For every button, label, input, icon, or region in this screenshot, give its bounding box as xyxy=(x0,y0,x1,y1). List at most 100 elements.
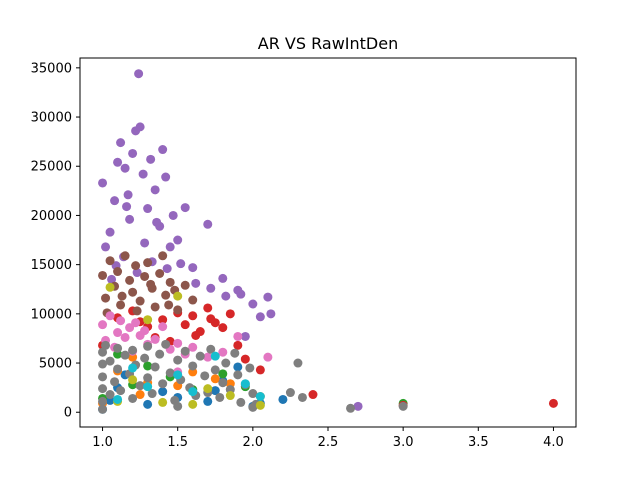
scatter-point-s4-p8 xyxy=(125,214,135,224)
scatter-point-s4-p30 xyxy=(263,292,273,302)
scatter-point-s4-p1 xyxy=(101,242,111,252)
scatter-point-s3-p16 xyxy=(308,390,318,400)
scatter-point-s7-p3 xyxy=(98,372,108,382)
scatter-point-s5-p24 xyxy=(117,291,127,301)
scatter-point-s7-p11 xyxy=(113,343,123,353)
scatter-point-s8-p8 xyxy=(128,375,138,385)
scatter-point-s4-p16 xyxy=(150,185,160,195)
scatter-point-s7-p53 xyxy=(285,388,295,398)
scatter-point-s4-p46 xyxy=(122,202,132,212)
scatter-point-s9-p6 xyxy=(128,363,138,373)
scatter-point-s3-p15 xyxy=(255,365,265,375)
scatter-point-s4-p42 xyxy=(221,291,231,301)
scatter-point-s9-p3 xyxy=(210,351,220,361)
scatter-point-s7-p13 xyxy=(120,350,130,360)
scatter-point-s4-p39 xyxy=(176,259,186,269)
y-tick-label: 25000 xyxy=(31,160,72,175)
scatter-point-s7-p43 xyxy=(221,358,231,368)
scatter-point-s3-p11 xyxy=(218,323,228,333)
scatter-point-s4-p34 xyxy=(107,274,117,284)
scatter-point-s7-p2 xyxy=(98,384,108,394)
scatter-point-s0-p13 xyxy=(158,387,168,397)
scatter-point-s4-p19 xyxy=(161,172,171,182)
y-tick-label: 35000 xyxy=(31,61,72,76)
scatter-point-s7-p0 xyxy=(98,404,108,414)
scatter-point-s3-p18 xyxy=(548,398,558,408)
scatter-point-s4-p33 xyxy=(353,401,363,411)
scatter-point-s4-p5 xyxy=(116,138,126,148)
scatter-point-s7-p8 xyxy=(105,356,115,366)
scatter-point-s5-p14 xyxy=(150,302,160,312)
points-layer xyxy=(98,69,558,414)
scatter-point-s6-p9 xyxy=(131,318,141,328)
x-tick-label: 1.0 xyxy=(92,435,113,450)
scatter-point-s7-p23 xyxy=(150,362,160,372)
scatter-point-s7-p10 xyxy=(113,364,123,374)
scatter-point-s7-p40 xyxy=(210,365,220,375)
scatter-point-s8-p7 xyxy=(255,400,265,410)
scatter-point-s6-p7 xyxy=(125,323,135,333)
scatter-point-s3-p12 xyxy=(225,309,235,319)
scatter-point-s7-p46 xyxy=(233,370,243,380)
x-tick-label: 2.0 xyxy=(243,435,264,450)
scatter-point-s7-p42 xyxy=(218,378,228,388)
scatter-point-s5-p17 xyxy=(161,290,171,300)
y-axis: 0 5000 10000 15000 20000 25000 30000 35000 xyxy=(31,61,80,421)
x-tick-label: 1.5 xyxy=(167,435,188,450)
y-tick-label: 30000 xyxy=(31,111,72,126)
scatter-point-s6-p11 xyxy=(140,326,150,336)
scatter-point-s4-p23 xyxy=(180,203,190,213)
scatter-point-s7-p1 xyxy=(98,396,108,406)
scatter-point-s6-p2 xyxy=(105,311,115,321)
scatter-point-s6-p0 xyxy=(98,320,108,330)
scatter-point-s5-p18 xyxy=(165,277,175,287)
scatter-point-s0-p11 xyxy=(278,394,288,404)
scatter-point-s4-p28 xyxy=(248,299,258,309)
scatter-point-s8-p0 xyxy=(105,282,115,292)
y-tick-label: 0 xyxy=(64,406,72,421)
scatter-point-s5-p21 xyxy=(180,280,190,290)
scatter-point-s8-p2 xyxy=(143,315,153,325)
scatter-point-s6-p20 xyxy=(218,347,228,357)
scatter-point-s7-p24 xyxy=(155,349,165,359)
scatter-point-s5-p25 xyxy=(132,306,142,316)
scatter-point-s7-p21 xyxy=(143,341,153,351)
scatter-point-s6-p6 xyxy=(120,332,130,342)
scatter-point-s6-p16 xyxy=(173,338,183,348)
scatter-point-s5-p20 xyxy=(173,305,183,315)
scatter-point-s9-p5 xyxy=(255,392,265,401)
x-tick-label: 3.0 xyxy=(393,435,414,450)
scatter-point-s0-p8 xyxy=(233,362,243,372)
scatter-point-s5-p12 xyxy=(143,258,153,268)
scatter-point-s4-p36 xyxy=(132,268,142,278)
scatter-point-s5-p1 xyxy=(101,293,111,303)
scatter-point-s2-p2 xyxy=(143,361,153,371)
y-tick-label: 20000 xyxy=(31,209,72,224)
scatter-point-s9-p4 xyxy=(240,379,250,389)
scatter-point-s5-p26 xyxy=(146,279,156,289)
scatter-point-s5-p27 xyxy=(164,300,174,310)
scatter-point-s5-p16 xyxy=(158,251,168,261)
scatter-point-s7-p45 xyxy=(230,348,240,358)
scatter-point-s5-p4 xyxy=(113,267,123,277)
scatter-point-s3-p9 xyxy=(203,303,213,313)
scatter-point-s5-p2 xyxy=(105,256,115,266)
scatter-point-s7-p19 xyxy=(140,353,150,363)
scatter-point-s4-p9 xyxy=(128,148,138,158)
y-tick-label: 15000 xyxy=(31,258,72,273)
scatter-point-s4-p24 xyxy=(188,263,198,273)
scatter-point-s7-p6 xyxy=(101,340,111,350)
chart-title: AR VS RawIntDen xyxy=(258,34,398,53)
scatter-point-s7-p5 xyxy=(98,347,108,357)
scatter-point-s3-p6 xyxy=(180,320,190,330)
scatter-point-s3-p22 xyxy=(191,330,201,340)
scatter-point-s4-p26 xyxy=(218,273,228,283)
scatter-point-s8-p5 xyxy=(203,384,213,394)
x-axis: 1.0 1.5 2.0 2.5 3.0 3.5 4.0 xyxy=(92,427,564,450)
scatter-point-s5-p6 xyxy=(120,251,130,261)
y-tick-label: 10000 xyxy=(31,307,72,322)
scatter-point-s3-p23 xyxy=(206,314,216,324)
scatter-point-s4-p14 xyxy=(143,204,153,214)
scatter-point-s4-p38 xyxy=(162,264,172,274)
